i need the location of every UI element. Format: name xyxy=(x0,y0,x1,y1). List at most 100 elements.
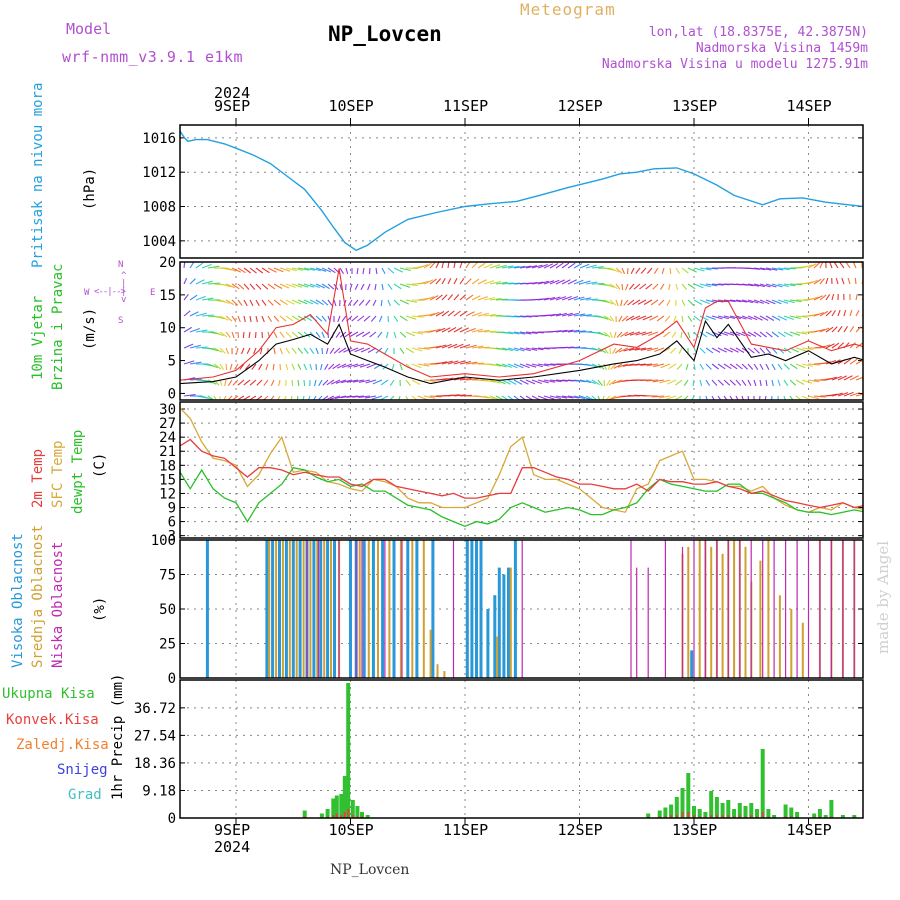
wind-arrow xyxy=(303,283,315,288)
day-label: 14SEP xyxy=(786,821,832,839)
wind-arrow xyxy=(513,315,526,318)
cloud-bar xyxy=(767,540,770,678)
wind-arrow xyxy=(465,278,472,285)
wind-arrow xyxy=(495,281,508,285)
wind-arrow xyxy=(705,283,718,287)
wind-arrow xyxy=(579,297,592,301)
wind-arrow xyxy=(227,379,233,386)
cloud-bar xyxy=(865,540,866,678)
precip-conv-bar xyxy=(670,815,673,818)
cloud-bar xyxy=(291,540,295,678)
wind-arrow xyxy=(513,331,526,335)
wind-arrow xyxy=(705,395,708,400)
compass-n: N xyxy=(118,260,124,270)
wind-arrow xyxy=(237,299,243,306)
wind-arrow xyxy=(717,395,722,400)
wind-arrow xyxy=(273,283,283,289)
wind-arrow xyxy=(353,363,365,368)
wind-arrow xyxy=(579,280,591,285)
wind-arrow xyxy=(489,395,500,400)
wind-arrow xyxy=(669,267,672,275)
cloud-frame xyxy=(179,539,864,679)
wind-arrow xyxy=(537,347,550,350)
ytick-label: 24 xyxy=(159,430,176,446)
wind-arrow xyxy=(819,294,827,301)
wind-arrow xyxy=(693,283,704,289)
wind-arrow xyxy=(259,347,263,355)
wind-arrow xyxy=(789,299,802,303)
wind-arrow xyxy=(354,283,359,291)
wind-arrow xyxy=(183,326,192,333)
wind-arrow xyxy=(831,392,843,397)
wind-arrow xyxy=(634,347,647,351)
cloud-bar xyxy=(830,540,832,678)
wind-arrow xyxy=(610,363,617,370)
wind-arrow xyxy=(435,294,443,301)
wind-arrow xyxy=(447,360,459,365)
wind-arrow xyxy=(342,363,353,369)
wind-arrow xyxy=(525,363,537,368)
wind-arrow xyxy=(765,379,768,387)
wind-arrow xyxy=(321,299,329,306)
cloud-bar xyxy=(876,540,878,678)
wind-arrow xyxy=(225,363,228,371)
wind-arrow xyxy=(753,299,764,304)
wind-arrow xyxy=(753,347,760,354)
wind-arrow xyxy=(759,331,767,338)
wind-arrow xyxy=(359,363,371,368)
wind-arrow xyxy=(855,309,860,317)
wind-arrow xyxy=(370,315,377,322)
wind-arrow xyxy=(315,283,326,289)
wind-arrow xyxy=(637,299,647,305)
wind-arrow xyxy=(813,328,825,333)
wind-arrow xyxy=(543,263,554,269)
wind-arrow xyxy=(399,331,407,338)
wind-arrow xyxy=(315,347,319,355)
wind-arrow xyxy=(753,315,763,321)
wind-arrow xyxy=(471,295,481,301)
precip-total-bar xyxy=(864,814,868,819)
wind-arrow xyxy=(537,363,550,367)
wind-arrow xyxy=(381,267,386,275)
wind-arrow xyxy=(519,379,529,385)
wind-arrow xyxy=(771,331,779,338)
wind-arrow xyxy=(219,347,226,354)
wind-arrow xyxy=(675,283,679,291)
legend-snow: Snijeg xyxy=(57,762,108,778)
wind-arrow xyxy=(759,379,762,387)
wind-arrow xyxy=(537,379,549,384)
wind-arrow xyxy=(723,363,732,370)
wind-arrow xyxy=(291,379,294,387)
wind-arrow xyxy=(471,262,478,269)
wind-arrow xyxy=(459,360,472,365)
precip-total-bar xyxy=(697,809,702,818)
wind-arrow xyxy=(831,375,842,381)
wind-arrow xyxy=(831,342,840,349)
wind-arrow xyxy=(819,310,828,317)
wind-arrow xyxy=(501,265,514,269)
wind-arrow xyxy=(597,395,601,400)
wind-arrow xyxy=(237,283,245,290)
wind-arrow xyxy=(483,263,494,269)
wind-arrow xyxy=(543,363,556,366)
wind-arrow xyxy=(609,267,620,273)
wind-arrow xyxy=(399,315,408,322)
cloud-bar xyxy=(406,540,410,678)
cloud-bar xyxy=(636,567,638,678)
wind-arrow xyxy=(723,347,734,353)
ytick-label: 27.54 xyxy=(134,728,176,744)
wind-arrow xyxy=(393,267,403,273)
precip-total-bar xyxy=(829,800,834,818)
wind-arrow xyxy=(759,363,764,371)
wind-arrow xyxy=(507,363,518,369)
wind-arrow xyxy=(237,379,245,386)
wind-arrow xyxy=(365,299,371,306)
wind-arrow xyxy=(489,280,502,285)
wind-arrow xyxy=(699,299,710,305)
cloud-bar xyxy=(429,629,432,678)
wind-arrow xyxy=(309,283,320,289)
ytick-label: 27 xyxy=(159,416,176,432)
wind-arrow xyxy=(620,331,629,338)
wind-arrow xyxy=(693,267,705,272)
wind-arrow xyxy=(327,283,335,290)
